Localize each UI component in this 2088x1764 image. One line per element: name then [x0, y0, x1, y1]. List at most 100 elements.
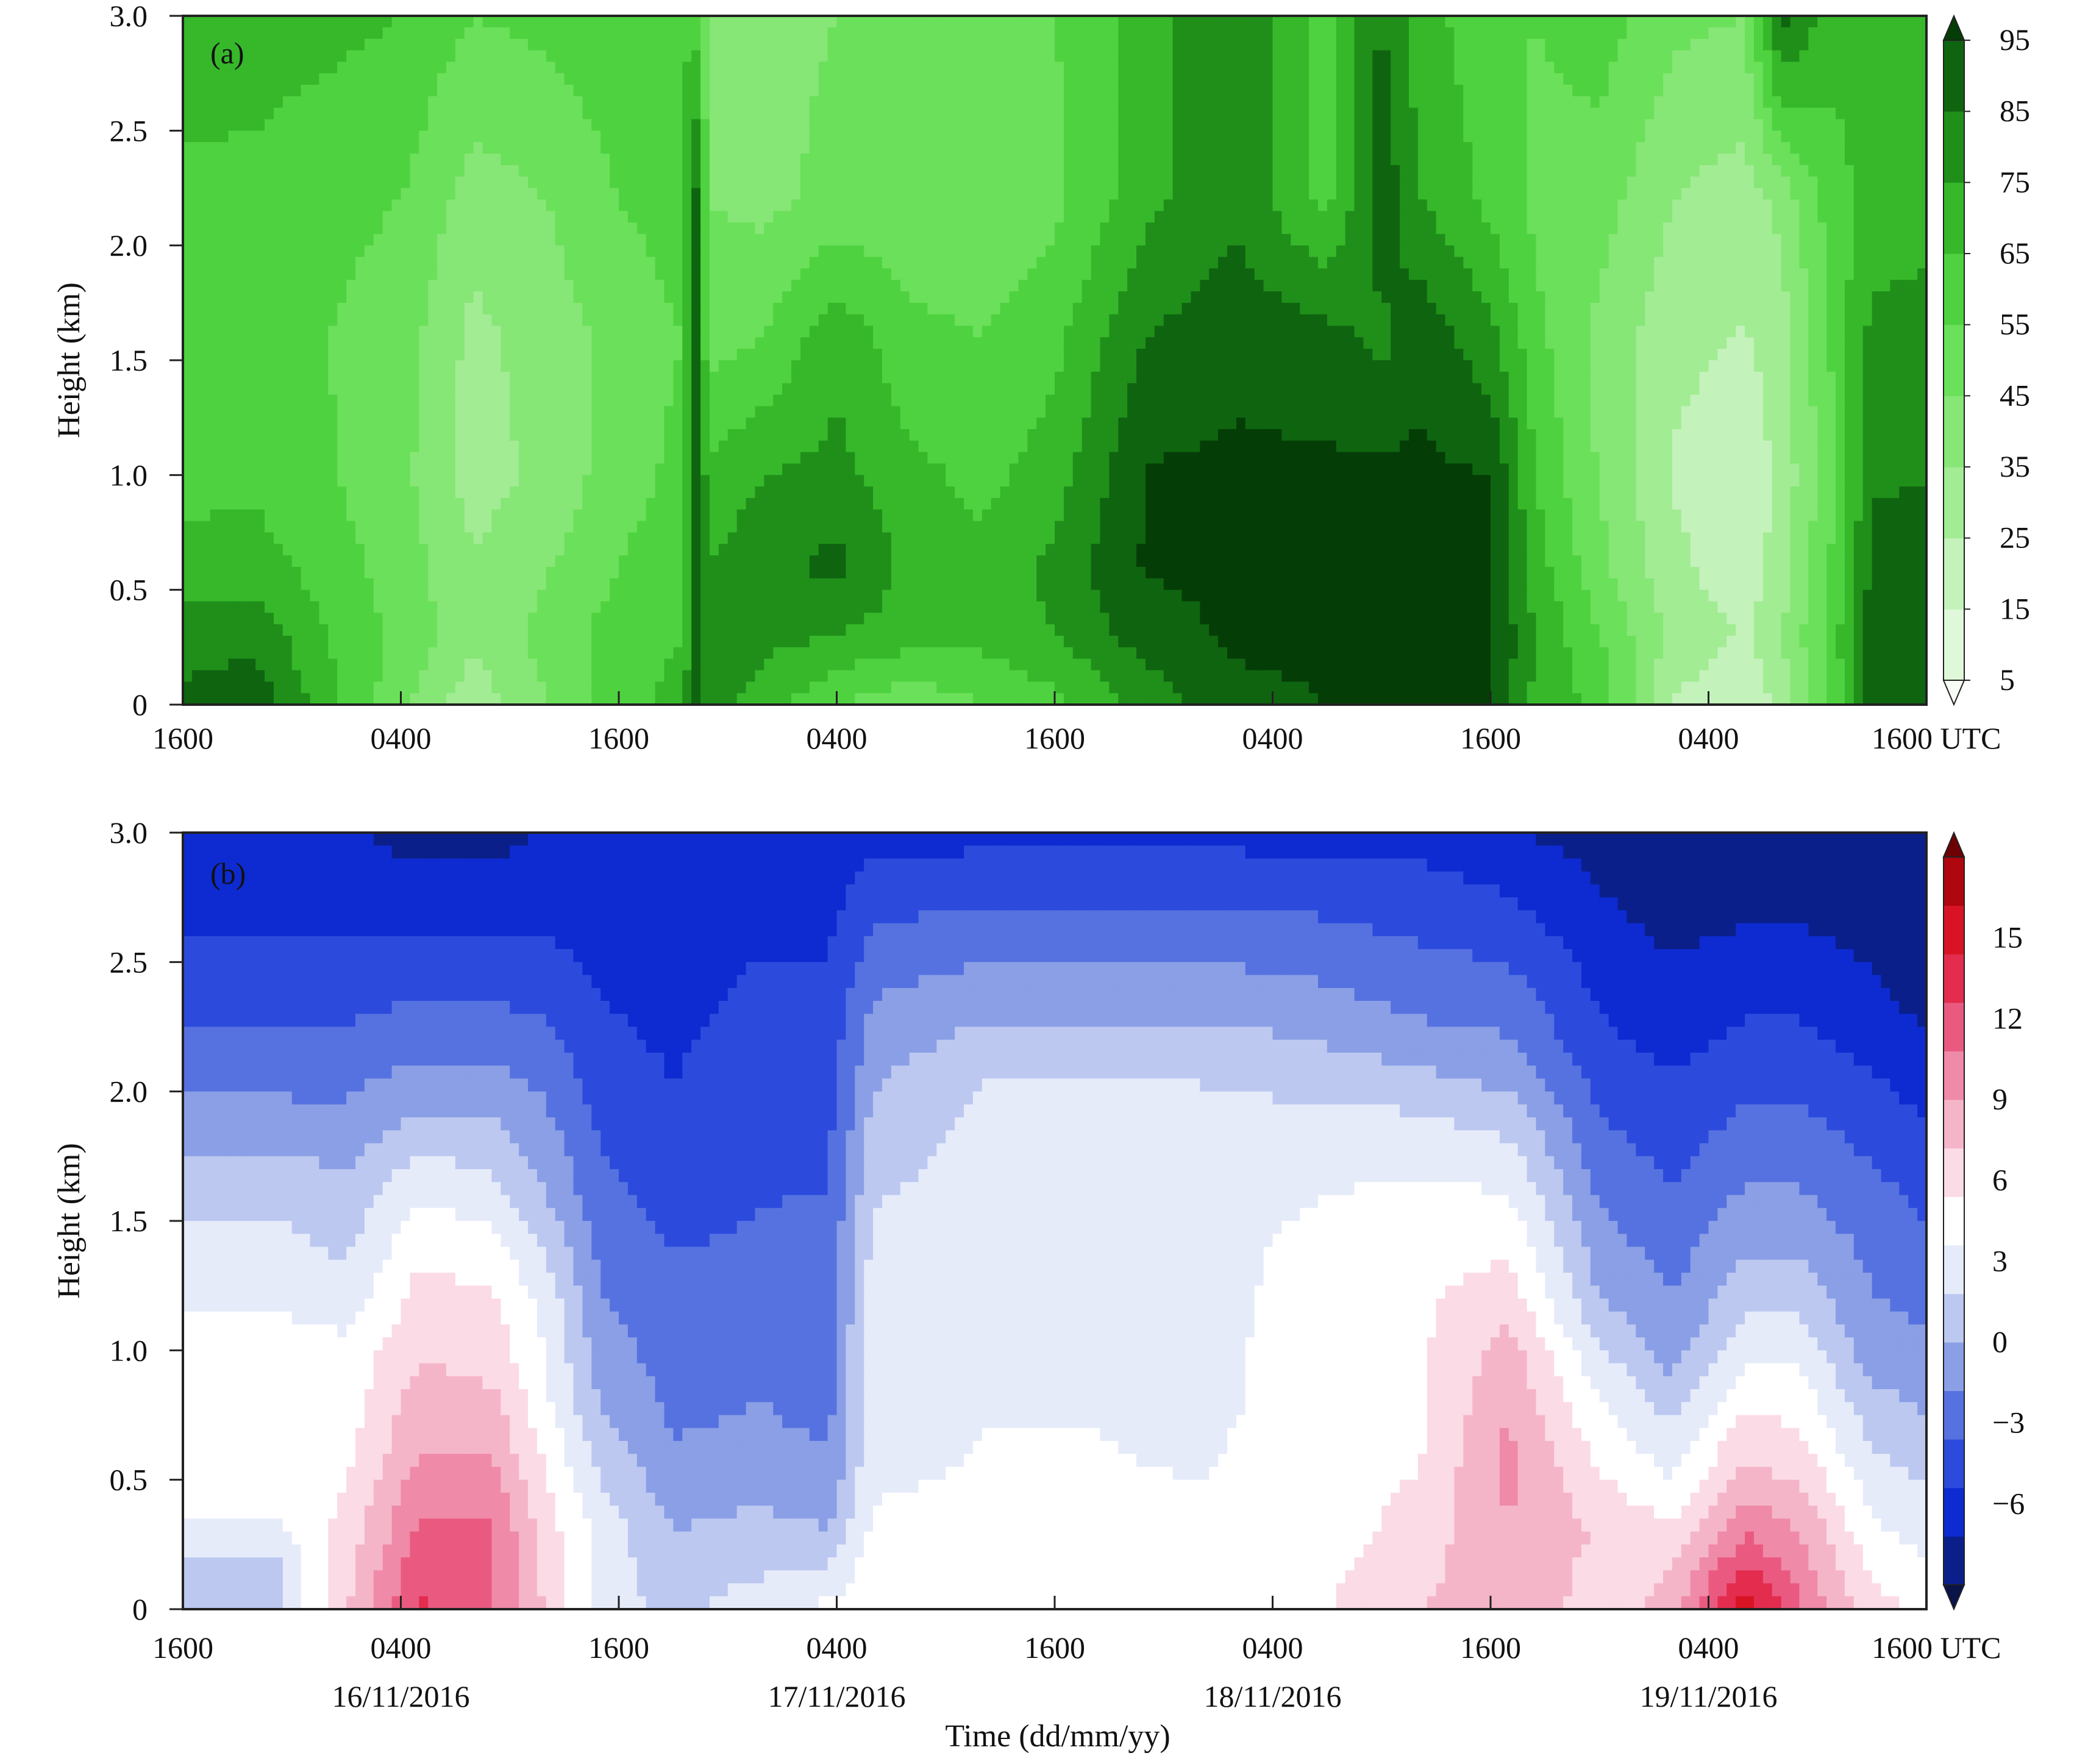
- heatmap-cell: [919, 85, 928, 97]
- heatmap-cell: [265, 257, 274, 269]
- heatmap-cell: [719, 199, 729, 212]
- heatmap-cell: [646, 142, 656, 154]
- heatmap-cell: [737, 280, 747, 292]
- heatmap-cell: [465, 555, 474, 567]
- heatmap-cell: [446, 337, 456, 349]
- heatmap-cell: [773, 257, 783, 269]
- heatmap-cell: [537, 268, 547, 280]
- heatmap-cell: [465, 429, 474, 441]
- heatmap-cell: [700, 27, 710, 40]
- heatmap-cell: [728, 39, 738, 51]
- heatmap-cell: [201, 257, 211, 269]
- heatmap-cell: [555, 613, 565, 625]
- heatmap-cell: [537, 613, 547, 625]
- heatmap-cell: [337, 349, 347, 361]
- heatmap-cell: [419, 165, 429, 177]
- heatmap-cell: [574, 475, 583, 487]
- heatmap-cell: [891, 222, 901, 235]
- heatmap-cell: [864, 624, 874, 636]
- heatmap-cell: [437, 85, 447, 97]
- heatmap-cell: [900, 429, 910, 441]
- heatmap-cell: [910, 51, 919, 63]
- heatmap-cell: [737, 246, 747, 258]
- heatmap-cell: [255, 659, 265, 671]
- heatmap-cell: [328, 16, 338, 28]
- heatmap-cell: [646, 602, 656, 614]
- heatmap-cell: [292, 406, 302, 418]
- heatmap-cell: [891, 418, 901, 430]
- heatmap-cell: [265, 211, 274, 223]
- heatmap-cell: [728, 142, 738, 154]
- heatmap-cell: [664, 383, 674, 396]
- heatmap-cell: [419, 372, 429, 384]
- heatmap-cell: [455, 62, 465, 74]
- heatmap-cell: [401, 681, 411, 694]
- heatmap-cell: [700, 486, 710, 499]
- heatmap-cell: [882, 452, 892, 464]
- heatmap-cell: [610, 199, 619, 212]
- heatmap-cell: [846, 246, 855, 258]
- heatmap-cell: [546, 326, 556, 338]
- heatmap-cell: [846, 395, 855, 407]
- heatmap-cell: [192, 85, 202, 97]
- heatmap-cell: [337, 27, 347, 40]
- heatmap-cell: [773, 681, 783, 694]
- heatmap-cell: [682, 555, 692, 567]
- heatmap-cell: [255, 372, 265, 384]
- heatmap-cell: [383, 533, 393, 545]
- heatmap-cell: [855, 16, 864, 28]
- heatmap-cell: [591, 360, 601, 372]
- heatmap-cell: [800, 246, 810, 258]
- heatmap-cell: [446, 326, 456, 338]
- heatmap-cell: [528, 246, 538, 258]
- heatmap-cell: [810, 280, 819, 292]
- heatmap-cell: [555, 406, 565, 418]
- heatmap-cell: [664, 464, 674, 476]
- heatmap-cell: [428, 326, 438, 338]
- heatmap-cell: [483, 613, 493, 625]
- heatmap-cell: [565, 383, 574, 396]
- heatmap-cell: [365, 624, 374, 636]
- heatmap-cell: [764, 670, 774, 683]
- heatmap-cell: [555, 337, 565, 349]
- heatmap-cell: [582, 383, 592, 396]
- heatmap-cell: [655, 222, 665, 235]
- heatmap-cell: [900, 130, 910, 143]
- heatmap-cell: [565, 555, 574, 567]
- heatmap-cell: [255, 326, 265, 338]
- heatmap-cell: [855, 85, 864, 97]
- heatmap-cell: [319, 372, 329, 384]
- heatmap-cell: [900, 670, 910, 683]
- heatmap-cell: [574, 337, 583, 349]
- heatmap-cell: [374, 326, 383, 338]
- heatmap-cell: [610, 349, 619, 361]
- heatmap-cell: [283, 464, 293, 476]
- heatmap-cell: [274, 188, 283, 201]
- heatmap-cell: [465, 510, 474, 522]
- heatmap-cell: [319, 659, 329, 671]
- heatmap-cell: [274, 441, 283, 453]
- heatmap-cell: [183, 303, 193, 315]
- heatmap-cell: [846, 578, 855, 591]
- heatmap-cell: [292, 315, 302, 327]
- heatmap-cell: [746, 429, 756, 441]
- heatmap-cell: [374, 85, 383, 97]
- heatmap-cell: [710, 291, 719, 304]
- heatmap-cell: [646, 590, 656, 602]
- heatmap-cell: [565, 429, 574, 441]
- heatmap-cell: [355, 130, 365, 143]
- heatmap-cell: [846, 337, 855, 349]
- heatmap-cell: [446, 108, 456, 120]
- heatmap-cell: [255, 16, 265, 28]
- heatmap-cell: [491, 73, 501, 85]
- heatmap-cell: [828, 142, 838, 154]
- heatmap-cell: [882, 268, 892, 280]
- heatmap-cell: [855, 51, 864, 63]
- heatmap-cell: [346, 303, 356, 315]
- heatmap-cell: [428, 372, 438, 384]
- heatmap-cell: [764, 291, 774, 304]
- heatmap-cell: [828, 199, 838, 212]
- heatmap-cell: [501, 291, 510, 304]
- heatmap-cell: [791, 222, 801, 235]
- heatmap-cell: [819, 199, 828, 212]
